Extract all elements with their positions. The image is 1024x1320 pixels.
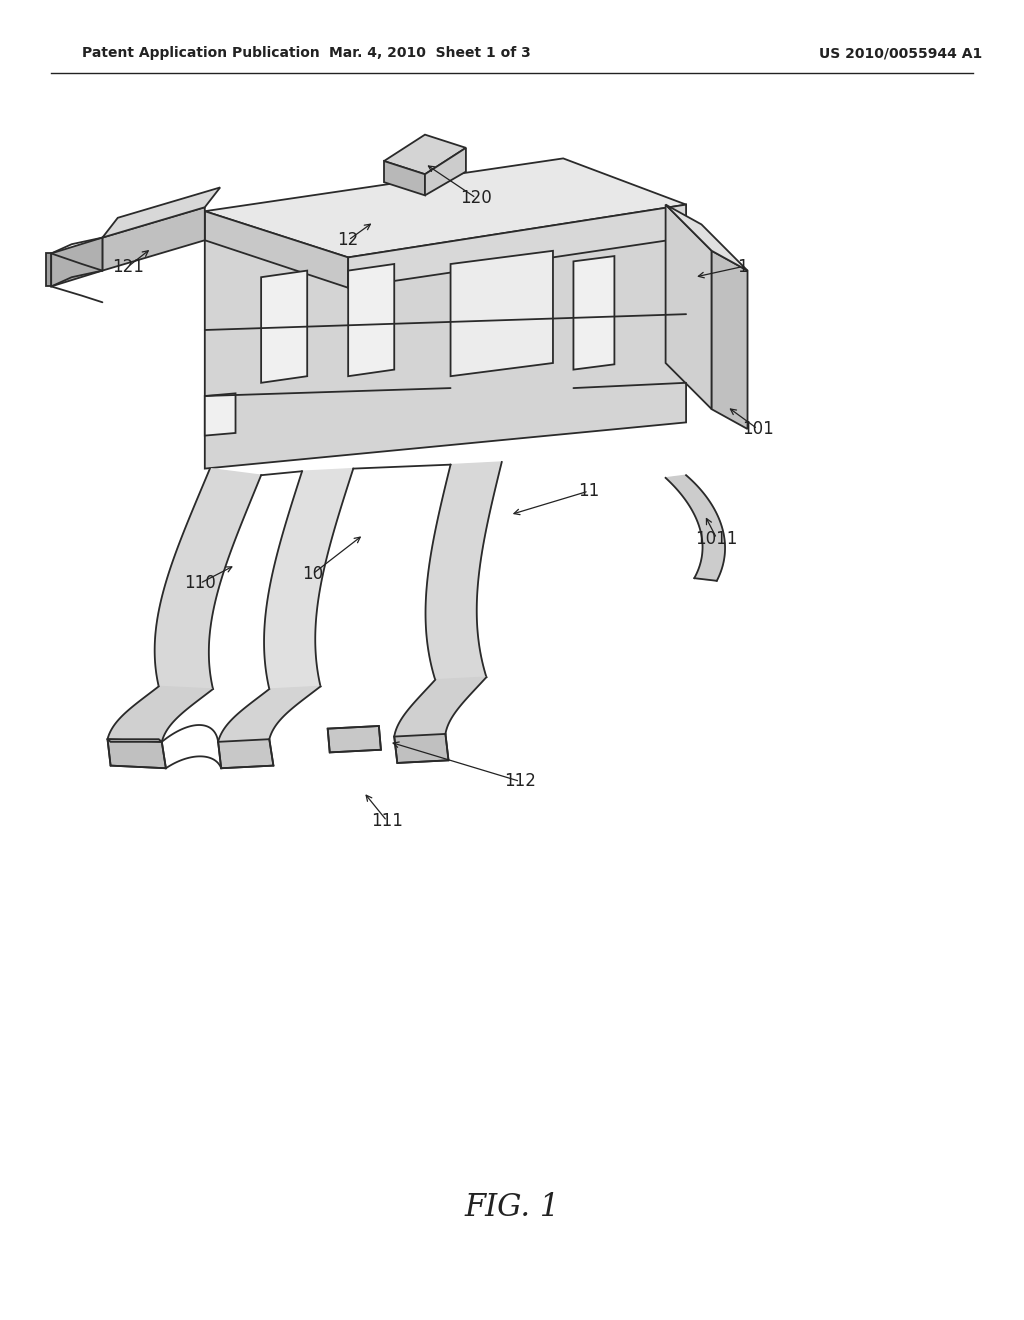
Polygon shape: [348, 264, 394, 376]
Polygon shape: [46, 253, 51, 286]
Polygon shape: [51, 238, 102, 286]
Text: US 2010/0055944 A1: US 2010/0055944 A1: [819, 46, 983, 61]
Polygon shape: [666, 205, 748, 271]
Text: 111: 111: [371, 812, 403, 830]
Polygon shape: [155, 469, 261, 689]
Text: 120: 120: [460, 189, 493, 207]
Polygon shape: [394, 734, 449, 763]
Polygon shape: [218, 686, 321, 742]
Text: Mar. 4, 2010  Sheet 1 of 3: Mar. 4, 2010 Sheet 1 of 3: [329, 46, 531, 61]
Polygon shape: [108, 739, 162, 742]
Polygon shape: [102, 187, 220, 238]
Polygon shape: [205, 205, 686, 469]
Text: 112: 112: [504, 772, 537, 791]
Polygon shape: [348, 205, 686, 288]
Polygon shape: [205, 158, 686, 257]
Polygon shape: [712, 251, 748, 429]
Polygon shape: [425, 148, 466, 195]
Polygon shape: [205, 211, 348, 288]
Polygon shape: [261, 271, 307, 383]
Polygon shape: [426, 462, 502, 680]
Polygon shape: [108, 686, 213, 742]
Polygon shape: [384, 161, 425, 195]
Text: 110: 110: [183, 574, 216, 593]
Polygon shape: [666, 475, 725, 581]
Text: FIG. 1: FIG. 1: [464, 1192, 560, 1224]
Text: 11: 11: [579, 482, 599, 500]
Polygon shape: [108, 739, 166, 768]
Polygon shape: [205, 393, 236, 436]
Polygon shape: [328, 726, 381, 752]
Text: 1011: 1011: [695, 529, 738, 548]
Polygon shape: [573, 256, 614, 370]
Polygon shape: [394, 677, 486, 737]
Text: 12: 12: [338, 231, 358, 249]
Text: 121: 121: [112, 257, 144, 276]
Text: 10: 10: [302, 565, 323, 583]
Polygon shape: [666, 205, 712, 409]
Text: 1: 1: [737, 257, 748, 276]
Text: 101: 101: [741, 420, 774, 438]
Polygon shape: [384, 135, 466, 174]
Polygon shape: [451, 251, 553, 376]
Text: Patent Application Publication: Patent Application Publication: [82, 46, 319, 61]
Polygon shape: [264, 469, 353, 689]
Polygon shape: [102, 207, 205, 271]
Polygon shape: [218, 739, 273, 768]
